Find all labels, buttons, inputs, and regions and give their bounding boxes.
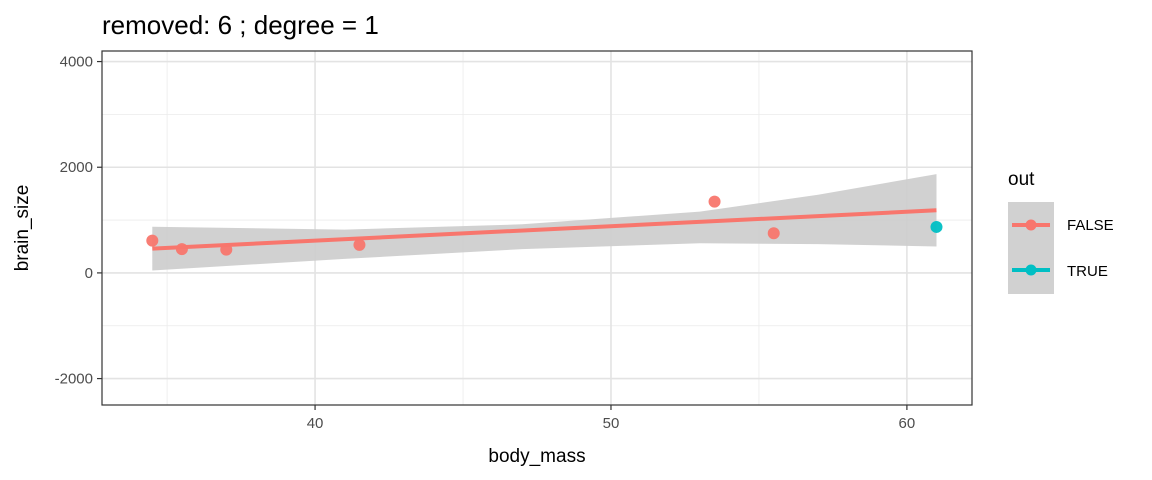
y-axis: -2000 0 2000 4000 — [55, 54, 102, 388]
data-point-true — [930, 220, 943, 233]
x-axis: 40 50 60 — [307, 405, 916, 432]
legend-key-point-false — [1025, 219, 1037, 231]
legend-title: out — [1008, 169, 1035, 190]
plot-panel — [101, 50, 973, 406]
data-point-false — [708, 195, 721, 208]
legend-key-background — [1008, 202, 1054, 294]
x-tick-label: 60 — [899, 415, 916, 432]
legend-label-true: TRUE — [1067, 263, 1108, 280]
y-tick-label: 0 — [85, 265, 93, 282]
y-axis-title: brain_size — [12, 185, 33, 272]
legend-label-false: FALSE — [1067, 217, 1114, 234]
panel-border — [101, 50, 973, 406]
confidence-band — [152, 174, 937, 271]
data-point-false — [220, 243, 233, 256]
data-point-false — [146, 234, 159, 247]
regression-line — [152, 208, 937, 251]
legend: out FALSE TRUE — [1008, 169, 1114, 294]
y-tick-label: -2000 — [55, 371, 93, 388]
x-tick-label: 40 — [307, 415, 324, 432]
data-point-false — [767, 227, 780, 240]
x-tick-label: 50 — [603, 415, 620, 432]
legend-keys — [1012, 219, 1050, 276]
x-axis-title: body_mass — [488, 446, 585, 467]
legend-key-point-true — [1025, 264, 1037, 276]
data-point-false — [353, 238, 366, 251]
y-tick-label: 2000 — [60, 159, 93, 176]
y-tick-label: 4000 — [60, 54, 93, 71]
chart-title: removed: 6 ; degree = 1 — [102, 10, 379, 40]
data-point-false — [175, 243, 188, 256]
data-points — [146, 195, 943, 256]
